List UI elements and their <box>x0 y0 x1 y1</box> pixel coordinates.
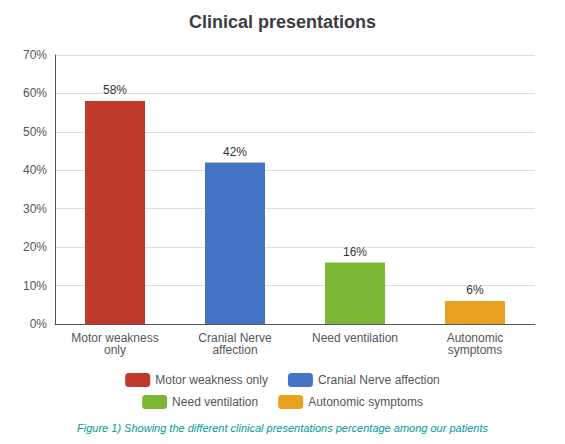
svg-text:Need ventilation: Need ventilation <box>172 395 258 409</box>
svg-text:0%: 0% <box>30 317 48 331</box>
svg-text:only: only <box>104 343 126 357</box>
svg-text:affection: affection <box>212 343 257 357</box>
svg-text:Motor weakness: Motor weakness <box>71 331 159 345</box>
svg-text:20%: 20% <box>23 240 47 254</box>
svg-text:16%: 16% <box>343 245 367 259</box>
svg-text:42%: 42% <box>223 145 247 159</box>
svg-text:Autonomic: Autonomic <box>446 331 504 345</box>
svg-text:58%: 58% <box>103 83 127 97</box>
svg-text:Cranial Nerve affection: Cranial Nerve affection <box>318 373 440 387</box>
svg-text:Clinical presentations: Clinical presentations <box>189 12 376 32</box>
svg-text:Motor weakness only: Motor weakness only <box>155 373 268 387</box>
svg-text:30%: 30% <box>23 202 47 216</box>
svg-text:60%: 60% <box>23 86 47 100</box>
svg-text:6%: 6% <box>466 283 484 297</box>
svg-text:symptoms: symptoms <box>448 343 503 357</box>
svg-text:Figure 1) Showing the differen: Figure 1) Showing the different clinical… <box>77 422 488 434</box>
svg-text:Need ventilation: Need ventilation <box>312 331 398 345</box>
svg-text:50%: 50% <box>23 125 47 139</box>
svg-text:Cranial Nerve: Cranial Nerve <box>198 331 272 345</box>
svg-text:10%: 10% <box>23 279 47 293</box>
svg-text:70%: 70% <box>23 48 47 62</box>
svg-text:40%: 40% <box>23 163 47 177</box>
svg-text:Autonomic symptoms: Autonomic symptoms <box>308 395 423 409</box>
